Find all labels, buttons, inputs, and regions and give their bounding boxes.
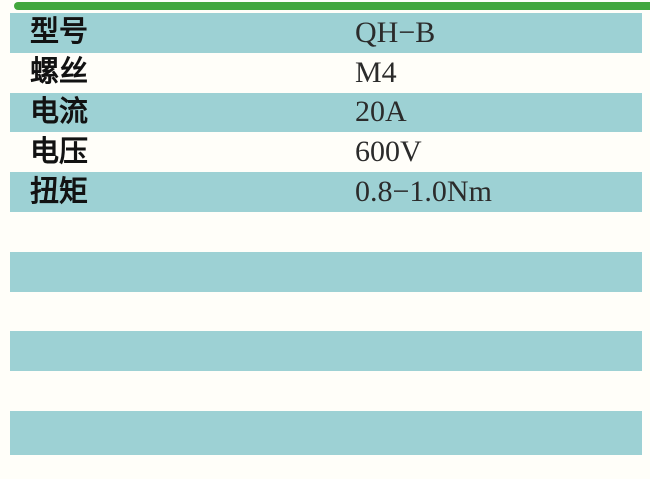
- spec-table: 型号 QH−B 螺丝 M4 电流 20A 电压 600V 扭矩 0.8−1.0N…: [10, 13, 642, 455]
- spec-label: 螺丝: [30, 56, 89, 89]
- table-row: 扭矩 0.8−1.0Nm: [10, 172, 642, 212]
- spec-value: 0.8−1.0Nm: [355, 175, 492, 209]
- table-row-empty: [10, 371, 642, 411]
- table-row: 电压 600V: [10, 132, 642, 172]
- spec-value: 600V: [355, 135, 422, 169]
- spec-label: 电流: [30, 95, 89, 128]
- spec-label: 电压: [30, 135, 89, 168]
- spec-value: M4: [355, 55, 397, 89]
- top-accent-bar: [14, 2, 650, 10]
- spec-value: 20A: [355, 95, 407, 129]
- table-row: 螺丝 M4: [10, 53, 642, 93]
- table-row: 电流 20A: [10, 92, 642, 133]
- table-row-empty: [10, 212, 642, 252]
- table-row-empty: [10, 410, 642, 455]
- spec-label: 型号: [30, 16, 89, 49]
- table-row-empty: [10, 251, 642, 292]
- spec-value: QH−B: [355, 15, 436, 49]
- spec-label: 扭矩: [30, 175, 89, 208]
- table-row-empty: [10, 292, 642, 332]
- table-row: 型号 QH−B: [10, 13, 642, 53]
- table-row-empty: [10, 331, 642, 372]
